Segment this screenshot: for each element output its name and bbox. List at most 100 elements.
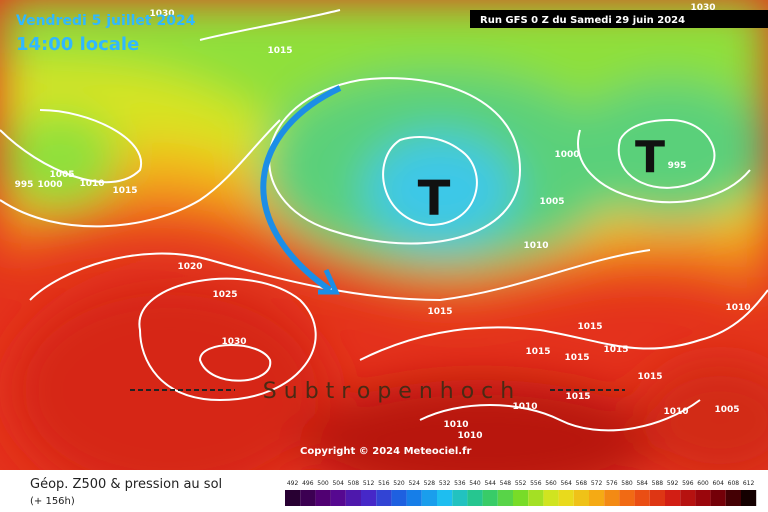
isobar-label: 995 (15, 180, 34, 190)
legend-lead: (+ 156h) (30, 496, 75, 507)
scale-label: 564 (560, 480, 572, 487)
scale-swatch (695, 490, 711, 506)
scale-swatch (680, 490, 696, 506)
run-info: Run GFS 0 Z du Samedi 29 juin 2024 (480, 15, 685, 26)
scale-swatch (467, 490, 483, 506)
scale-label: 576 (606, 480, 618, 487)
isobar-label: 1015 (565, 392, 590, 402)
scale-label: 584 (636, 480, 648, 487)
scale-swatch (391, 490, 407, 506)
scale-swatch (421, 490, 437, 506)
scale-swatch (589, 490, 605, 506)
scale-swatch (543, 490, 559, 506)
color-scale: 492 496 500 504 508 512 516 520 524 528 532 536 540 5… (285, 480, 757, 506)
isobar-label: 1030 (690, 3, 715, 13)
scale-label: 520 (393, 480, 405, 487)
scale-swatch (741, 490, 757, 506)
scale-label: 600 (697, 480, 709, 487)
isobar-label: 1025 (212, 290, 237, 300)
flow-arrow-head (318, 268, 340, 295)
isobar-label: 1030 (221, 337, 246, 347)
scale-swatch (437, 490, 453, 506)
scale-swatch (285, 490, 301, 506)
isobar-label: 1005 (714, 405, 739, 415)
scale-label: 492 (287, 480, 299, 487)
scale-label: 532 (439, 480, 451, 487)
scale-label: 496 (302, 480, 314, 487)
isobar-label: 1010 (443, 420, 468, 430)
isobar-label: 1005 (49, 170, 74, 180)
isobar-label: 1020 (177, 262, 202, 272)
scale-swatch (376, 490, 392, 506)
scale-label: 500 (317, 480, 329, 487)
isobar-label: 1015 (603, 345, 628, 355)
scale-label: 608 (728, 480, 740, 487)
scale-label: 552 (515, 480, 527, 487)
scale-label: 596 (682, 480, 694, 487)
isobar-label: 1015 (577, 322, 602, 332)
scale-swatch (452, 490, 468, 506)
geopotential-field (0, 0, 768, 500)
scale-label: 592 (667, 480, 679, 487)
scale-label: 544 (484, 480, 496, 487)
scale-swatch (619, 490, 635, 506)
isobar-label: 1010 (725, 303, 750, 313)
scale-label: 612 (743, 480, 755, 487)
scale-swatch (665, 490, 681, 506)
scale-swatch (634, 490, 650, 506)
isobar-label: 1000 (37, 180, 62, 190)
scale-label: 528 (424, 480, 436, 487)
scale-label: 560 (545, 480, 557, 487)
scale-label: 548 (500, 480, 512, 487)
scale-swatch (497, 490, 513, 506)
scale-swatch (710, 490, 726, 506)
scale-swatch (345, 490, 361, 506)
scale-swatch (300, 490, 316, 506)
scale-swatch (406, 490, 422, 506)
scale-label: 512 (363, 480, 375, 487)
annotation: Subtropenhoch (263, 379, 521, 404)
isobar-label: 1010 (79, 179, 104, 189)
isobar-label: 1015 (267, 46, 292, 56)
low-marker: T (418, 171, 451, 227)
flow-arrow (260, 85, 342, 293)
scale-label: 580 (621, 480, 633, 487)
scale-swatch (649, 490, 665, 506)
isobar-label: 1010 (663, 407, 688, 417)
isobar-label: 1010 (512, 402, 537, 412)
isobar-label: 1015 (427, 307, 452, 317)
scale-label: 588 (652, 480, 664, 487)
isobar-label: 1015 (112, 186, 137, 196)
isobar-label: 1030 (149, 9, 174, 19)
isobar-label: 1005 (539, 197, 564, 207)
isobar-label: 1000 (554, 150, 579, 160)
scale-label: 568 (576, 480, 588, 487)
scale-label: 556 (530, 480, 542, 487)
scale-label: 516 (378, 480, 390, 487)
scale-label: 536 (454, 480, 466, 487)
scale-swatch (513, 490, 529, 506)
isobars (0, 9, 768, 432)
date: Vendredi 5 juillet 2024 (16, 13, 196, 29)
scale-swatch (315, 490, 331, 506)
scale-swatch (725, 490, 741, 506)
scale-swatch (361, 490, 377, 506)
scale-label: 572 (591, 480, 603, 487)
time: 14:00 locale (16, 34, 139, 55)
isobar-label: 995 (668, 161, 687, 171)
isobar-label: 1010 (457, 431, 482, 441)
scale-label: 508 (348, 480, 360, 487)
scale-label: 604 (712, 480, 724, 487)
scale-label: 540 (469, 480, 481, 487)
isobar-label: 1015 (637, 372, 662, 382)
legend-title: Géop. Z500 & pression au sol (30, 477, 222, 492)
isobar-label: 1015 (525, 347, 550, 357)
isobar-label: 1015 (564, 353, 589, 363)
run-banner (470, 10, 768, 28)
scale-swatch (573, 490, 589, 506)
copyright: Copyright © 2024 Meteociel.fr (300, 446, 471, 457)
scale-swatch (330, 490, 346, 506)
scale-swatch (604, 490, 620, 506)
